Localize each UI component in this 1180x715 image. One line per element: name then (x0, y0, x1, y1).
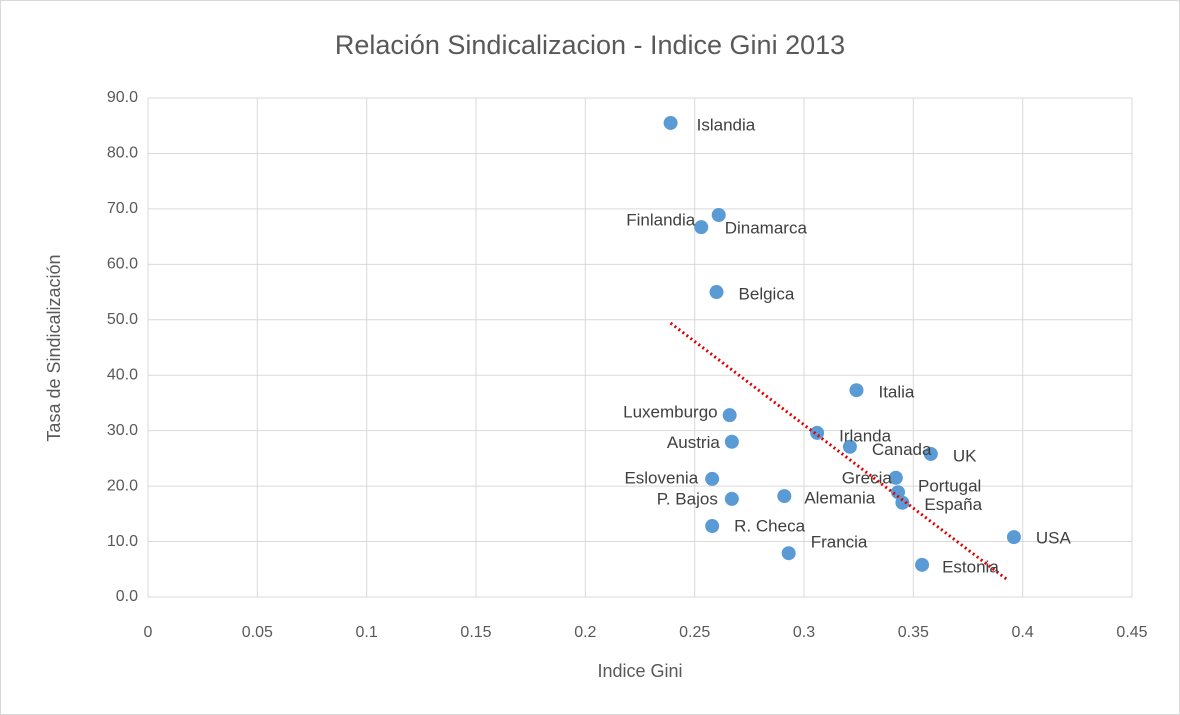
point (705, 519, 720, 534)
point (711, 207, 726, 222)
point-label: Belgica (739, 285, 795, 304)
point (777, 489, 792, 504)
point-label: USA (1036, 529, 1072, 548)
point (694, 220, 709, 235)
point-label: Eslovenia (624, 468, 698, 487)
y-tick-label: 70.0 (107, 200, 138, 217)
chart-title: Relación Sindicalizacion - Indice Gini 2… (335, 30, 845, 60)
x-tick-label: 0.4 (1012, 624, 1034, 641)
point-label: Estonia (942, 557, 999, 576)
x-tick-label: 0.05 (242, 624, 273, 641)
point-label: Francia (811, 533, 868, 552)
point (709, 285, 724, 300)
point-label: Dinamarca (725, 218, 808, 237)
point (923, 446, 938, 461)
point-label: Alemania (804, 489, 875, 508)
point-label: Canada (872, 440, 932, 459)
point-label: Portugal (918, 477, 981, 496)
x-tick-label: 0.2 (574, 624, 596, 641)
y-tick-label: 0.0 (116, 588, 138, 605)
point (915, 557, 930, 572)
point-label: Austria (667, 433, 720, 452)
point-label: Irlanda (839, 426, 892, 445)
point-label: UK (953, 446, 977, 465)
point-label: P. Bajos (657, 489, 718, 508)
trendline (669, 321, 1009, 582)
y-tick-label: 40.0 (107, 366, 138, 383)
point (849, 383, 864, 398)
x-tick-label: 0 (144, 624, 153, 641)
x-tick-label: 0.15 (460, 624, 491, 641)
point (724, 434, 739, 449)
point (663, 115, 678, 130)
point (724, 491, 739, 506)
y-tick-label: 80.0 (107, 145, 138, 162)
x-tick-label: 0.3 (793, 624, 815, 641)
point (781, 546, 796, 561)
point (810, 425, 825, 440)
point-label: Islandia (697, 115, 756, 134)
point (1006, 530, 1021, 545)
y-tick-label: 30.0 (107, 422, 138, 439)
x-axis-label: Indice Gini (597, 661, 682, 681)
y-tick-label: 10.0 (107, 533, 138, 550)
point (842, 439, 857, 454)
y-tick-label: 60.0 (107, 256, 138, 273)
point-label: Grecia (842, 468, 893, 487)
point (722, 408, 737, 423)
y-tick-label: 90.0 (107, 89, 138, 106)
point-label: Italia (878, 383, 914, 402)
x-tick-label: 0.35 (898, 624, 929, 641)
x-tick-label: 0.25 (679, 624, 710, 641)
point (888, 470, 903, 485)
y-tick-label: 50.0 (107, 311, 138, 328)
point (705, 471, 720, 486)
point (891, 485, 906, 500)
point (895, 495, 910, 510)
x-tick-label: 0.45 (1116, 624, 1147, 641)
point-label: Finlandia (626, 211, 696, 230)
y-tick-label: 20.0 (107, 477, 138, 494)
point-label: España (924, 495, 982, 514)
x-tick-label: 0.1 (356, 624, 378, 641)
point-label: R. Checa (734, 517, 805, 536)
point-label: Luxemburgo (623, 403, 718, 422)
y-axis-label: Tasa de Sindicalización (44, 254, 64, 441)
